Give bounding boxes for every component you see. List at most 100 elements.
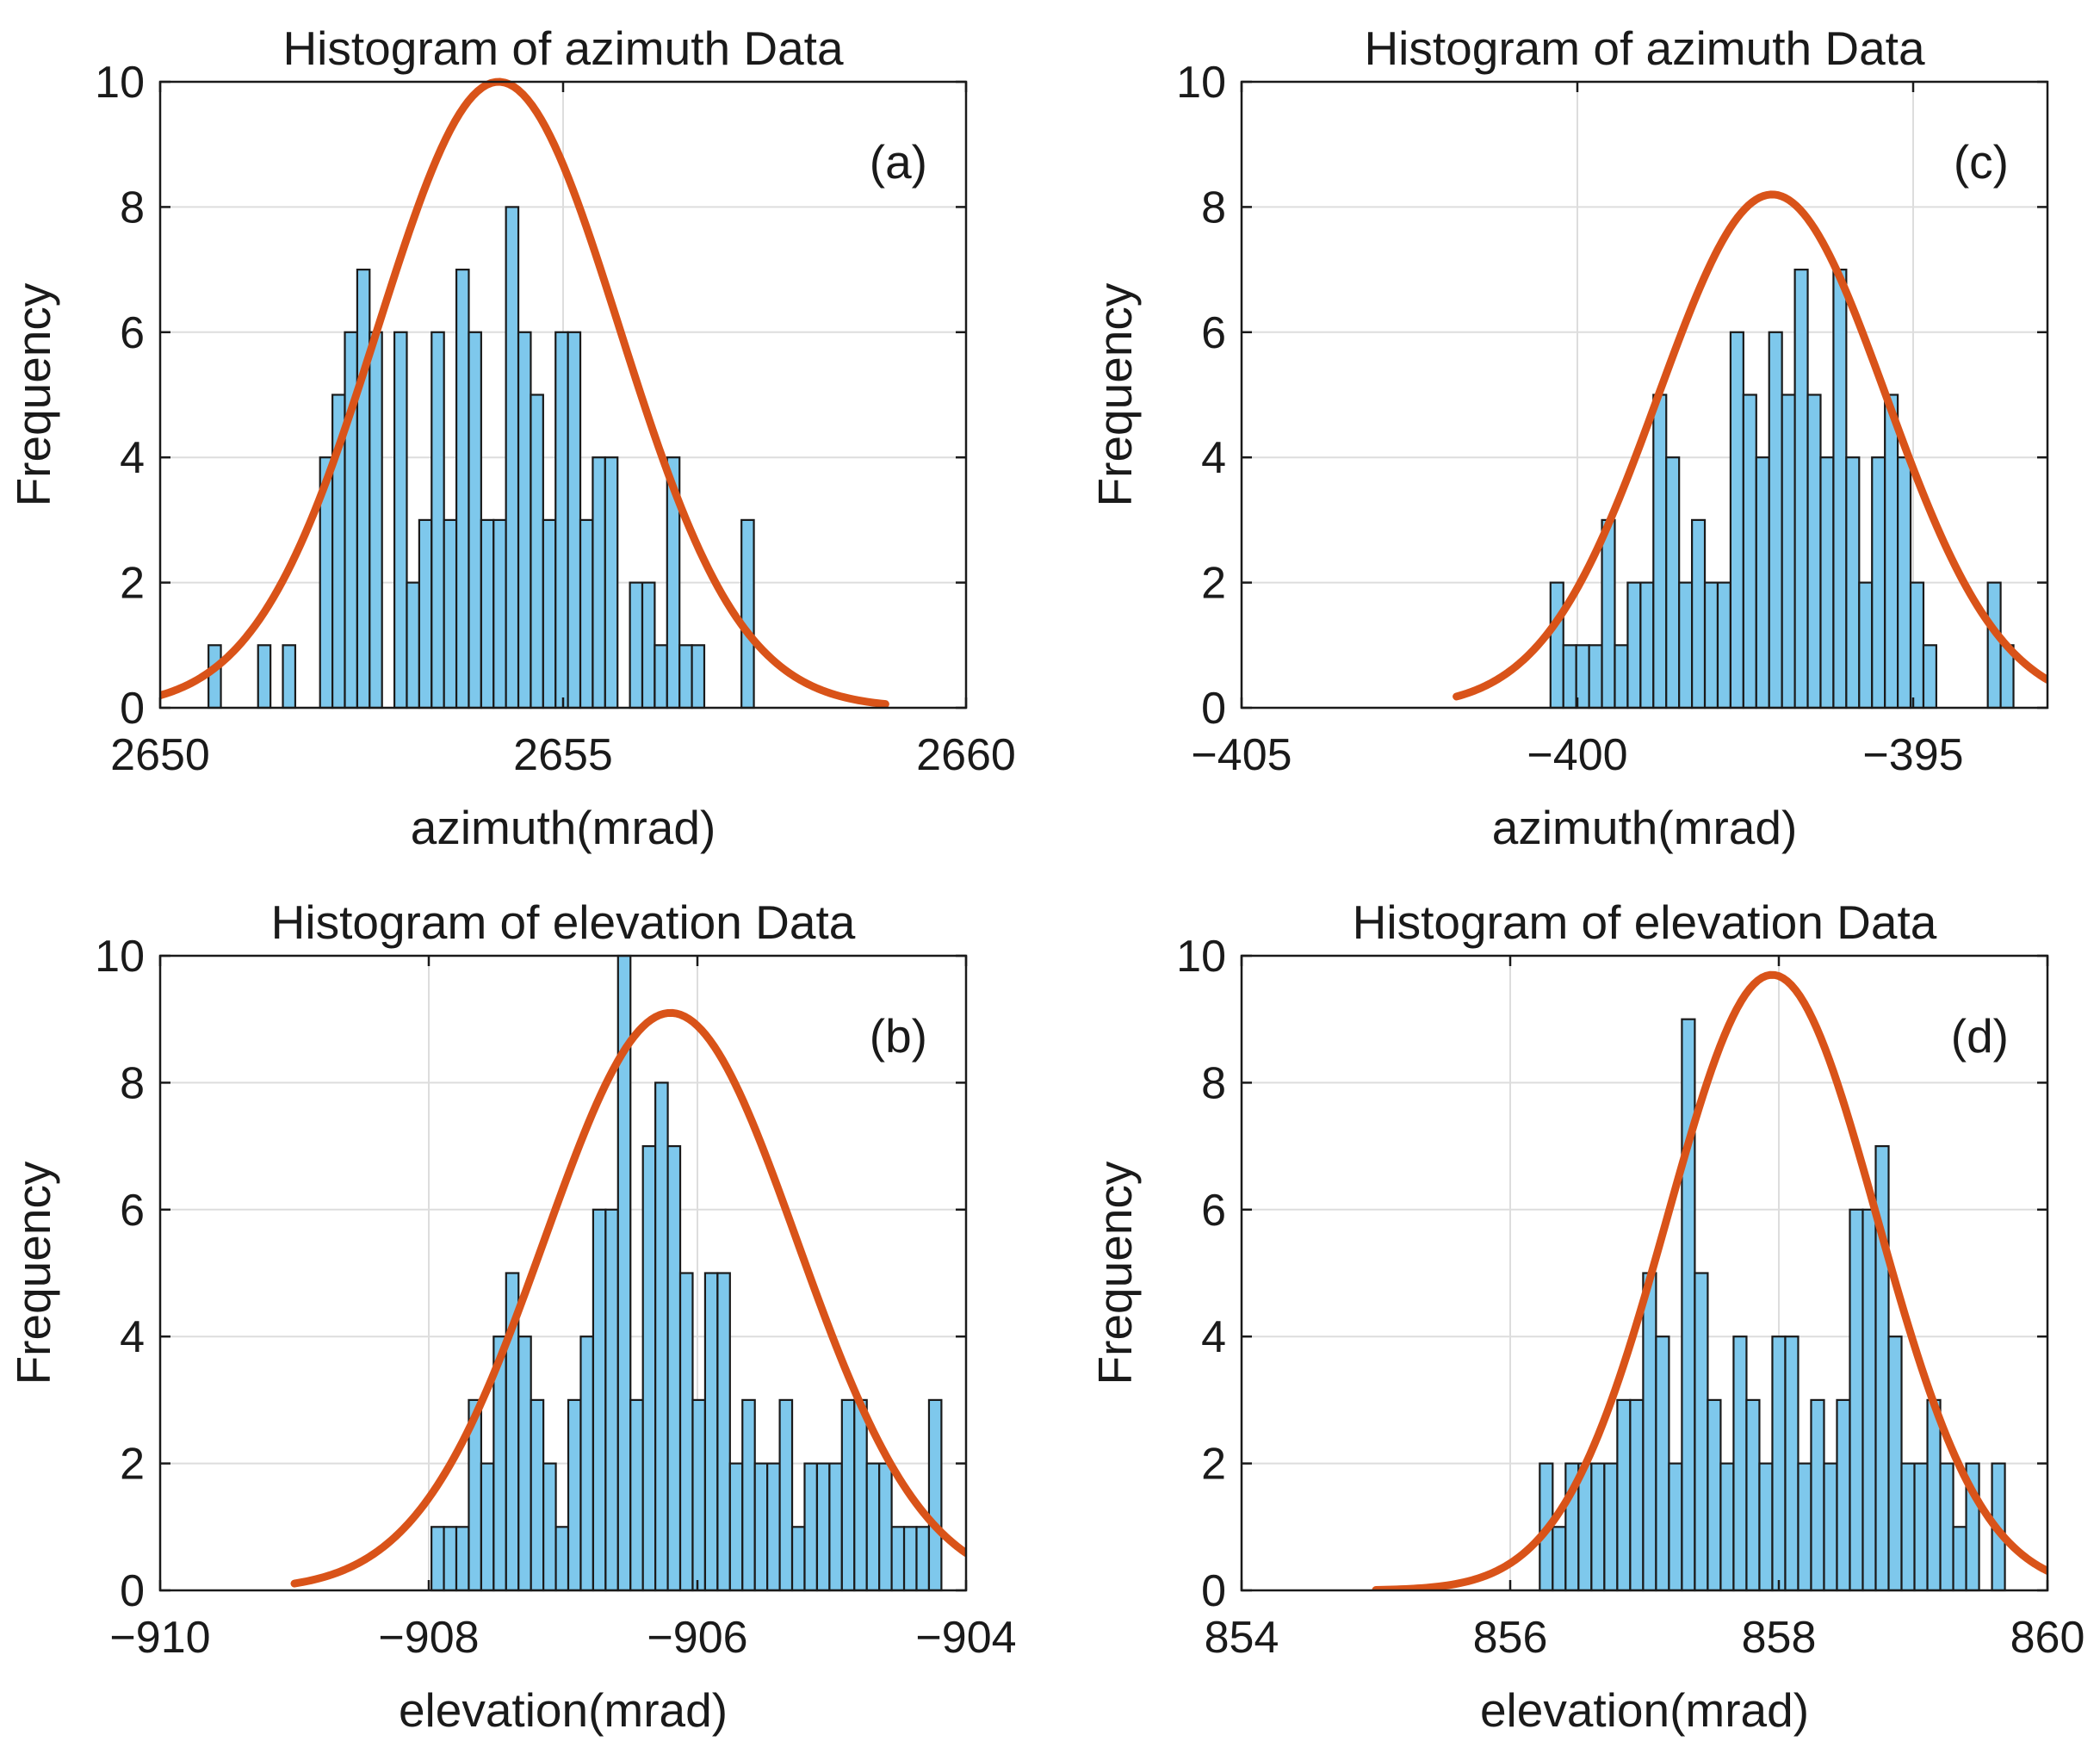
y-tick-label: 2: [120, 559, 145, 609]
y-tick-label: 8: [120, 1058, 145, 1108]
histogram-bar: [1887, 1335, 1903, 1592]
normal-fit-curve: [1372, 970, 2047, 1590]
histogram-bar: [865, 1462, 881, 1592]
histogram-bar: [1810, 1398, 1825, 1592]
histogram-bar: [878, 1462, 893, 1592]
histogram-bar: [592, 456, 606, 710]
x-tick-label: −908: [378, 1613, 479, 1663]
histogram-bar: [1601, 518, 1616, 710]
histogram-bar: [790, 1526, 806, 1592]
histogram-bar: [1952, 1526, 1967, 1592]
histogram-bar: [828, 1462, 843, 1592]
histogram-bar: [629, 581, 644, 710]
histogram-bar: [592, 1208, 607, 1592]
histogram-bar: [579, 518, 594, 710]
histogram-bar: [629, 1398, 644, 1592]
histogram-bar: [517, 331, 532, 710]
y-tick-label: 6: [120, 1186, 145, 1236]
histogram-bar: [1642, 1272, 1657, 1592]
histogram-bar: [1681, 1018, 1696, 1592]
y-tick-label: 2: [1201, 1440, 1226, 1490]
histogram-bar: [1703, 581, 1719, 710]
histogram-bar: [641, 1144, 657, 1592]
y-tick-label: 2: [120, 1440, 145, 1490]
histogram-bar: [1629, 1398, 1645, 1592]
histogram-bar: [666, 1144, 682, 1592]
histogram-bar: [257, 644, 272, 710]
histogram-bar: [1939, 1462, 1954, 1592]
panel-label: (a): [870, 135, 927, 189]
panel-label: (b): [870, 1009, 927, 1063]
y-tick-label: 10: [95, 58, 145, 108]
histogram-bar: [1678, 581, 1694, 710]
panel-label: (d): [1951, 1009, 2009, 1063]
histogram-bar: [1639, 581, 1655, 710]
x-tick-label: −904: [915, 1613, 1016, 1663]
histogram-bar: [1884, 394, 1899, 710]
histogram-bar: [356, 269, 371, 710]
axes-box: [158, 954, 968, 1592]
histogram-bar: [778, 1398, 794, 1592]
histogram-panel-b: −910 −908 −906 −904 0 2 4 6 8 10 Histogram of elev…: [7, 895, 1017, 1737]
histogram-bar: [1755, 456, 1770, 710]
histogram-bar: [567, 331, 582, 710]
histogram-bar: [542, 518, 557, 710]
histogram-bar: [455, 1526, 470, 1592]
x-axis-label: elevation(mrad): [1480, 1683, 1809, 1737]
histogram-bar: [927, 1398, 943, 1592]
histogram-bar: [468, 331, 482, 710]
x-axis-label: elevation(mrad): [399, 1683, 728, 1737]
histogram-bar: [369, 331, 383, 710]
histogram-bar: [1668, 1462, 1683, 1592]
histogram-bar: [915, 1526, 931, 1592]
y-axis-label: Frequency: [7, 1161, 60, 1385]
histogram-bar: [902, 1526, 918, 1592]
histogram-bar: [1832, 269, 1848, 710]
chart-title: Histogram of elevation Data: [271, 895, 856, 949]
histogram-bar: [654, 644, 668, 710]
histogram-bar: [406, 581, 420, 710]
histogram-bar: [530, 1398, 545, 1592]
histogram-bar: [393, 331, 408, 710]
histogram-bar: [1768, 331, 1783, 710]
histogram-bar: [1793, 269, 1809, 710]
axes-box: [1240, 80, 2049, 710]
histogram-bar: [1742, 394, 1757, 710]
histogram-bar: [1691, 518, 1707, 710]
histogram-bar: [840, 1398, 856, 1592]
histogram-bars: [431, 954, 943, 1592]
histogram-bar: [1626, 581, 1642, 710]
normal-fit-curve: [160, 77, 889, 708]
y-tick-label: 10: [1176, 58, 1226, 108]
y-tick-label: 10: [95, 932, 145, 982]
y-tick-label: 4: [1201, 433, 1226, 483]
histogram-bar: [1797, 1462, 1812, 1592]
histogram-bar: [431, 331, 445, 710]
histogram-bar: [1732, 1335, 1748, 1592]
histogram-bar: [1655, 1335, 1670, 1592]
histogram-bar: [480, 1462, 495, 1592]
histogram-bar: [853, 1398, 868, 1592]
histogram-bar: [1729, 331, 1744, 710]
histogram-bar: [1806, 394, 1822, 710]
histogram-bar: [1823, 1462, 1838, 1592]
axes-box: [1240, 954, 2049, 1592]
histogram-bar: [803, 1462, 819, 1592]
histogram-bar: [1922, 644, 1938, 710]
histogram-bar: [443, 1526, 458, 1592]
histogram-bar: [1614, 644, 1629, 710]
histogram-bar: [579, 1335, 595, 1592]
histogram-bar: [1616, 1398, 1632, 1592]
y-tick-label: 2: [1201, 559, 1226, 609]
histogram-bars: [1539, 1018, 2006, 1592]
histogram-bar: [654, 1081, 669, 1592]
histogram-bar: [431, 1526, 445, 1592]
histogram-bar: [604, 456, 619, 710]
histogram-bar: [480, 518, 495, 710]
x-tick-label: −400: [1527, 730, 1627, 780]
x-tick-label: −405: [1191, 730, 1292, 780]
y-tick-label: 0: [1201, 684, 1226, 734]
y-tick-label: 6: [120, 308, 145, 358]
histogram-bar: [208, 644, 222, 710]
